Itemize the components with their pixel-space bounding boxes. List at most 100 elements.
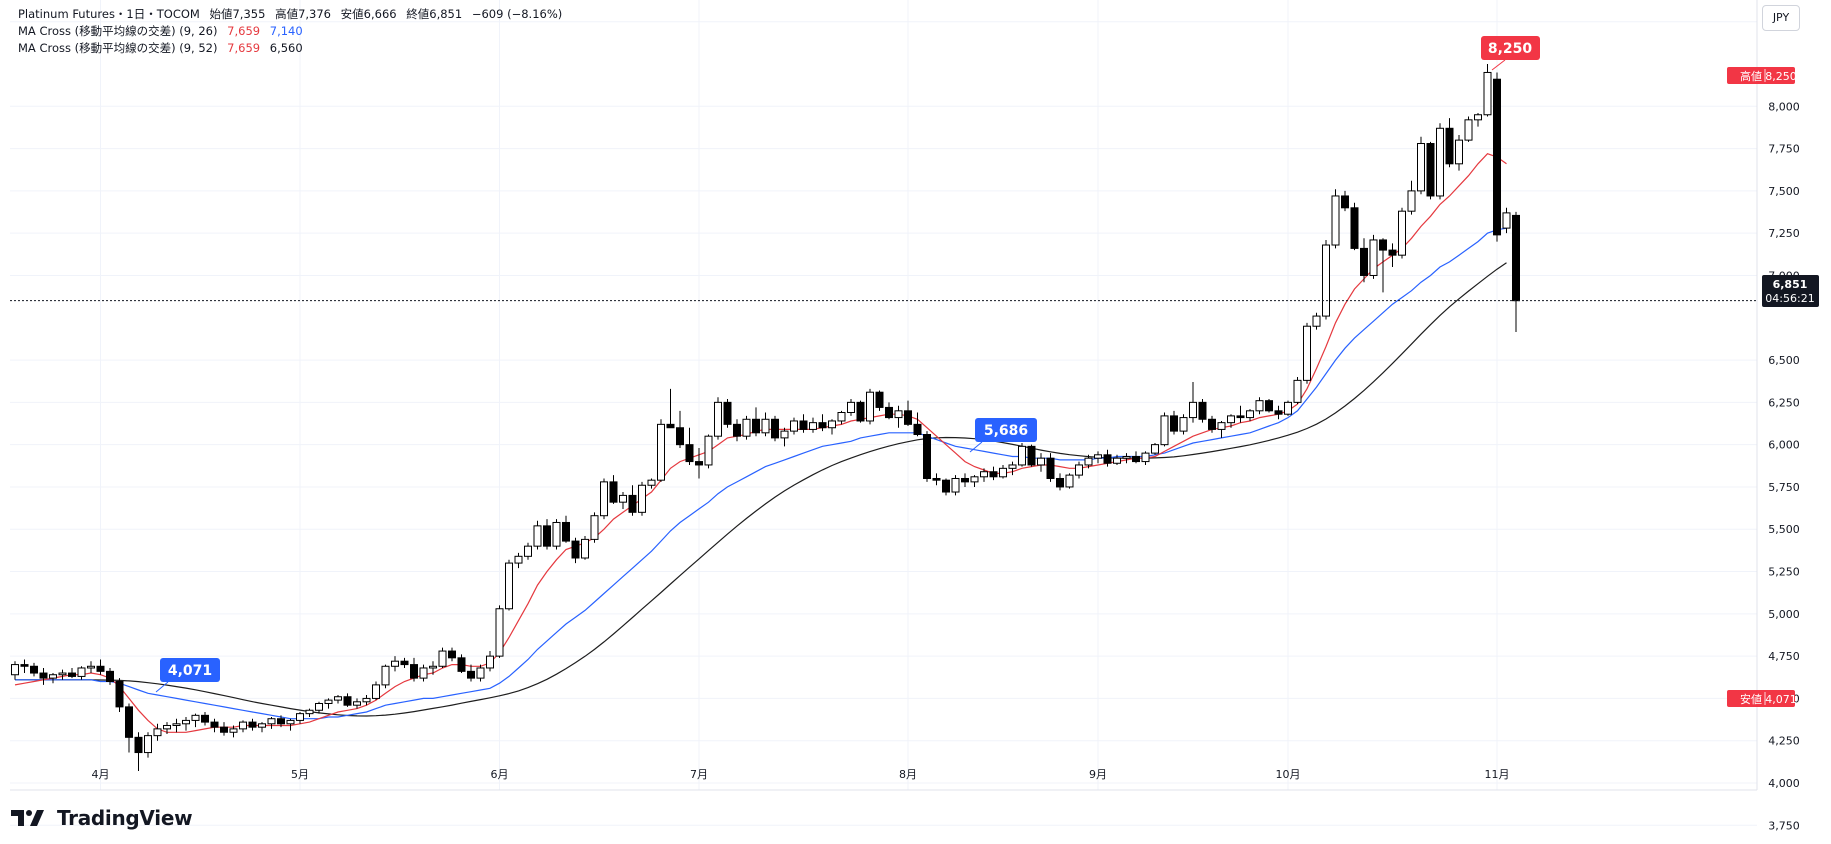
candle xyxy=(68,667,76,679)
time-tick-label: 7月 xyxy=(690,768,708,781)
candle xyxy=(1502,207,1511,234)
candle xyxy=(628,485,637,516)
tradingview-logo[interactable]: TradingView xyxy=(11,805,193,831)
candle-body xyxy=(381,665,390,686)
candle xyxy=(476,664,485,682)
candle-body xyxy=(1217,422,1226,430)
candle-body xyxy=(210,721,219,728)
candle xyxy=(267,717,276,729)
symbol-title: Platinum Futures・1日・TOCOM xyxy=(18,7,200,21)
candle xyxy=(115,678,124,712)
candle-body xyxy=(201,714,209,723)
candle-body xyxy=(324,699,333,704)
candle-body xyxy=(771,418,779,439)
candle xyxy=(638,481,646,516)
candle-body xyxy=(1255,400,1264,412)
candle xyxy=(514,552,523,569)
time-axis[interactable]: 4月 5月 6月 7月 8月 9月 10月 11月 xyxy=(92,768,1510,781)
candle-body xyxy=(799,420,808,430)
candle-body xyxy=(1189,401,1197,419)
time-tick-label: 9月 xyxy=(1089,768,1107,781)
candle-body xyxy=(1493,78,1501,236)
candle-body xyxy=(1170,415,1178,432)
candle xyxy=(524,542,532,560)
candle-body xyxy=(704,435,713,466)
price-axis[interactable]: 8,5008,0007,7507,5007,2507,0006,5006,250… xyxy=(1768,16,1800,833)
legend-ma2-row[interactable]: MA Cross (移動平均線の交差) (9, 52) 7,659 6,560 xyxy=(18,40,562,57)
candle xyxy=(1255,397,1264,415)
last-price-tag: 6,851 04:56:21 xyxy=(1762,275,1819,307)
high-tag-label: 高値 xyxy=(1740,69,1762,83)
candle xyxy=(809,417,817,433)
candle xyxy=(552,519,561,550)
candle xyxy=(296,711,304,724)
price-tick-label: 4,750 xyxy=(1768,650,1800,663)
candle-body xyxy=(448,650,456,659)
candle xyxy=(486,651,494,672)
candle-body xyxy=(543,525,551,547)
candle-body xyxy=(913,423,922,436)
candle xyxy=(533,520,542,550)
candle xyxy=(134,732,143,771)
candle xyxy=(1018,442,1026,467)
currency-button[interactable]: JPY xyxy=(1762,5,1800,31)
candle xyxy=(894,405,903,428)
legend-ma1-row[interactable]: MA Cross (移動平均線の交差) (9, 26) 7,659 7,140 xyxy=(18,23,562,40)
candle xyxy=(1008,461,1017,476)
candle xyxy=(999,464,1007,479)
candle xyxy=(1331,189,1340,249)
legend-main-row[interactable]: Platinum Futures・1日・TOCOM 始値7,355 高値7,37… xyxy=(18,6,562,23)
candle-body xyxy=(144,735,152,754)
candle xyxy=(1151,442,1159,455)
candle xyxy=(704,434,713,469)
candle xyxy=(429,661,437,675)
candle-body xyxy=(106,670,114,683)
tradingview-logo-text: TradingView xyxy=(57,806,193,830)
candle-body xyxy=(1398,210,1406,256)
candle xyxy=(1398,207,1406,259)
candle xyxy=(875,390,884,411)
candle xyxy=(96,659,105,675)
candle xyxy=(685,427,694,465)
candle-body xyxy=(191,714,200,721)
candle-body xyxy=(1027,445,1036,466)
candle-body xyxy=(1084,457,1093,466)
candle-body xyxy=(676,427,684,446)
candle-body xyxy=(400,660,409,666)
candle-body xyxy=(267,718,276,725)
candle-body xyxy=(552,521,561,547)
candle xyxy=(562,515,570,543)
candle xyxy=(1065,473,1074,489)
candle-body xyxy=(1502,212,1511,229)
candle-body xyxy=(1512,214,1520,302)
candle xyxy=(391,656,399,672)
candle-body xyxy=(429,665,437,669)
candle-body xyxy=(1179,417,1188,432)
candle xyxy=(229,725,238,738)
low-value: 6,666 xyxy=(363,7,397,21)
candle xyxy=(1094,451,1102,464)
candle xyxy=(1341,190,1349,212)
candle-body xyxy=(1094,454,1102,459)
candle xyxy=(20,659,29,674)
high-value: 7,376 xyxy=(298,7,332,21)
candle xyxy=(828,419,836,435)
candle xyxy=(1388,243,1397,268)
candle xyxy=(1322,239,1330,320)
candle-body xyxy=(1018,445,1026,466)
price-tick-label: 5,750 xyxy=(1768,481,1800,494)
candle xyxy=(258,722,266,733)
candle xyxy=(1170,410,1178,435)
candle-body xyxy=(1379,239,1387,251)
candle xyxy=(1075,461,1083,479)
candle-body xyxy=(96,665,105,672)
candle-body xyxy=(562,521,570,542)
mid-bubble: 5,686 xyxy=(969,418,1037,453)
candle xyxy=(1113,454,1121,465)
candle xyxy=(1236,405,1245,423)
candle xyxy=(448,647,456,662)
moving-average-lines xyxy=(14,153,1507,733)
candle-body xyxy=(999,467,1007,478)
candle-body xyxy=(77,667,86,677)
